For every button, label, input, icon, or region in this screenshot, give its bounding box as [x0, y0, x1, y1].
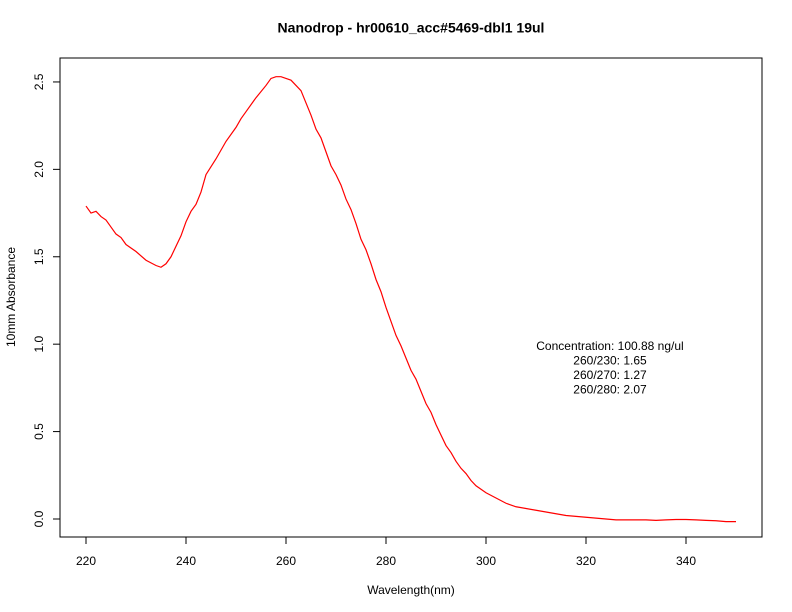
annotation: 260/270: 1.27 — [573, 368, 647, 382]
chart-title: Nanodrop - hr00610_acc#5469-dbl1 19ul — [278, 20, 545, 36]
x-tick-label: 260 — [276, 554, 296, 568]
y-tick-label: 2.0 — [32, 161, 46, 178]
y-tick-label: 1.0 — [32, 336, 46, 353]
y-axis-label: 10mm Absorbance — [4, 247, 18, 347]
x-tick-label: 220 — [76, 554, 96, 568]
y-tick-label: 1.5 — [32, 248, 46, 265]
plot-frame — [59, 57, 763, 538]
annotation: 260/280: 2.07 — [573, 383, 647, 397]
data-line — [85, 76, 736, 523]
x-tick-label: 280 — [376, 554, 396, 568]
y-tick-label: 0.0 — [32, 510, 46, 527]
x-tick-label: 320 — [576, 554, 596, 568]
x-tick-label: 300 — [476, 554, 496, 568]
x-axis-label: Wavelength(nm) — [367, 583, 455, 597]
x-tick-label: 340 — [676, 554, 696, 568]
annotation: 260/230: 1.65 — [573, 354, 647, 368]
annotation: Concentration: 100.88 ng/ul — [536, 339, 683, 353]
x-tick-label: 240 — [176, 554, 196, 568]
y-tick-label: 2.5 — [32, 73, 46, 90]
y-tick-label: 0.5 — [32, 423, 46, 440]
